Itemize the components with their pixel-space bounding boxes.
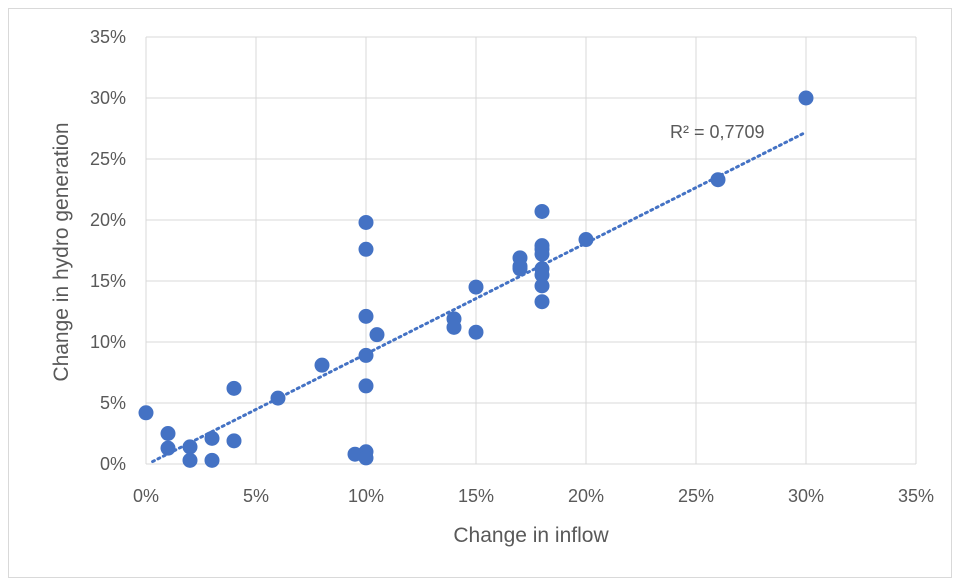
data-point: [314, 357, 330, 373]
data-point: [138, 405, 154, 421]
x-tick-label: 0%: [133, 486, 159, 506]
x-tick-label: 15%: [458, 486, 494, 506]
y-tick-label: 25%: [90, 149, 126, 169]
data-point: [358, 308, 374, 324]
y-tick-label: 5%: [100, 393, 126, 413]
data-point: [182, 452, 198, 468]
x-tick-label: 5%: [243, 486, 269, 506]
data-point: [534, 267, 550, 283]
data-point: [446, 319, 462, 335]
data-point: [358, 241, 374, 257]
data-point: [160, 426, 176, 441]
x-tick-label: 20%: [568, 486, 604, 506]
r-squared-annotation: R² = 0,7709: [670, 122, 765, 142]
data-point: [468, 324, 484, 340]
data-point: [468, 279, 484, 295]
data-point: [534, 246, 550, 262]
x-tick-label: 10%: [348, 486, 384, 506]
y-tick-label: 20%: [90, 210, 126, 230]
x-tick-label: 25%: [678, 486, 714, 506]
data-point: [270, 390, 286, 406]
x-tick-label: 30%: [788, 486, 824, 506]
data-point: [358, 347, 374, 363]
y-tick-label: 0%: [100, 454, 126, 474]
data-point: [534, 203, 550, 219]
y-tick-label: 15%: [90, 271, 126, 291]
data-point: [160, 440, 176, 456]
y-tick-label: 30%: [90, 88, 126, 108]
data-point: [358, 214, 374, 230]
data-point: [578, 232, 594, 248]
data-point: [534, 294, 550, 310]
y-tick-label: 35%: [90, 27, 126, 47]
trendline: [151, 130, 808, 464]
data-point: [226, 380, 242, 396]
data-point: [710, 172, 726, 188]
y-tick-label: 10%: [90, 332, 126, 352]
data-point: [369, 327, 385, 343]
y-axis-ticks: 0% 5% 10% 15% 20% 25% 30% 35%: [90, 27, 126, 474]
data-point: [798, 90, 814, 106]
data-point: [358, 378, 374, 394]
data-point: [204, 452, 220, 468]
data-point: [534, 278, 550, 294]
data-point: [358, 450, 374, 466]
data-point: [204, 430, 220, 446]
x-axis-title: Change in inflow: [453, 524, 609, 547]
data-point: [512, 261, 528, 277]
y-axis-title: Change in hydro generation: [50, 122, 73, 381]
data-point: [226, 433, 242, 449]
x-axis-ticks: 0% 5% 10% 15% 20% 25% 30% 35%: [133, 486, 934, 506]
data-points: [138, 90, 814, 468]
data-point: [182, 439, 198, 455]
x-tick-label: 35%: [898, 486, 934, 506]
